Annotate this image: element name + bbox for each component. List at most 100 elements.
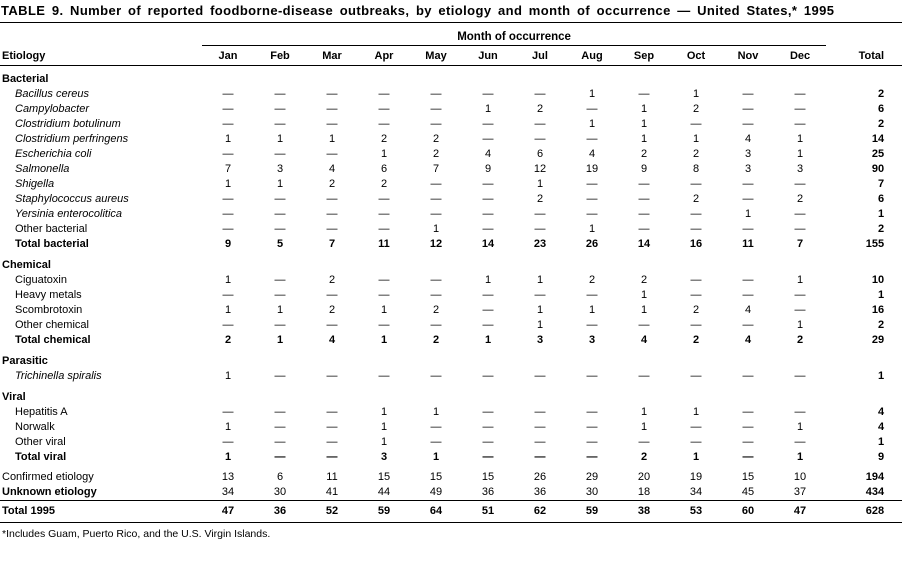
value-jul: 3 bbox=[536, 334, 544, 346]
value-total: 2 bbox=[877, 88, 885, 100]
value-mar: 41 bbox=[325, 486, 339, 498]
value-dec: 3 bbox=[796, 163, 804, 175]
row-staphylococcus-aureus: Staphylococcus aureus — — — — — — 2 — — 2 — 2 6 bbox=[0, 192, 902, 207]
value-may: 2 bbox=[432, 334, 440, 346]
value-jun: — bbox=[482, 133, 494, 145]
value-feb: — bbox=[274, 319, 286, 331]
value-jan: — bbox=[222, 88, 234, 100]
row-ciguatoxin: Ciguatoxin 1 — 2 — — 1 1 2 2 — — 1 10 bbox=[0, 273, 902, 288]
value-nov: — bbox=[742, 274, 754, 286]
value-feb: 6 bbox=[276, 471, 284, 483]
etiology-label: Confirmed etiology bbox=[2, 471, 94, 483]
value-dec: — bbox=[794, 289, 806, 301]
value-may: 1 bbox=[432, 406, 440, 418]
row-campylobacter: Campylobacter — — — — — 1 2 — 1 2 — — 6 bbox=[0, 102, 902, 117]
value-jan: — bbox=[222, 223, 234, 235]
value-sep: 14 bbox=[637, 238, 651, 250]
section-label: Viral bbox=[2, 391, 26, 403]
value-jan: — bbox=[222, 118, 234, 130]
value-jan: — bbox=[222, 193, 234, 205]
value-jan: 1 bbox=[224, 421, 232, 433]
value-sep: 1 bbox=[640, 289, 648, 301]
value-apr: 59 bbox=[358, 500, 410, 523]
value-mar: — bbox=[326, 88, 338, 100]
value-sep: — bbox=[638, 370, 650, 382]
value-oct: — bbox=[690, 436, 702, 448]
etiology-header: Etiology bbox=[0, 45, 202, 66]
value-jun: — bbox=[482, 436, 494, 448]
value-dec: — bbox=[794, 223, 806, 235]
value-sep: 2 bbox=[640, 274, 648, 286]
value-aug: — bbox=[586, 370, 598, 382]
total-header: Total bbox=[826, 45, 902, 66]
value-feb: 5 bbox=[276, 238, 284, 250]
month-header-mar: Mar bbox=[306, 45, 358, 66]
value-aug: — bbox=[586, 133, 598, 145]
value-jan: 1 bbox=[224, 274, 232, 286]
value-may: — bbox=[430, 208, 442, 220]
etiology-label: Yersinia enterocolitica bbox=[15, 208, 123, 220]
value-feb: — bbox=[274, 208, 286, 220]
value-oct: — bbox=[690, 370, 702, 382]
value-nov: — bbox=[742, 88, 754, 100]
value-aug: 1 bbox=[588, 118, 596, 130]
value-may: 2 bbox=[432, 304, 440, 316]
value-oct: 1 bbox=[692, 133, 700, 145]
value-jun: — bbox=[482, 304, 494, 316]
value-jun: 9 bbox=[484, 163, 492, 175]
row-confirmed-etiology: Confirmed etiology 13 6 11 15 15 15 26 29 20 19 15 1… bbox=[0, 465, 902, 485]
etiology-label: Heavy metals bbox=[15, 289, 82, 301]
value-mar: — bbox=[326, 406, 338, 418]
value-jul: 12 bbox=[533, 163, 547, 175]
etiology-label: Bacillus cereus bbox=[15, 88, 89, 100]
section-chemical: Chemical bbox=[0, 252, 902, 273]
value-oct: 2 bbox=[692, 148, 700, 160]
value-aug: 1 bbox=[588, 88, 596, 100]
value-oct: — bbox=[690, 421, 702, 433]
value-dec: — bbox=[794, 208, 806, 220]
value-jan: 1 bbox=[224, 178, 232, 190]
value-mar: — bbox=[326, 289, 338, 301]
value-mar: 4 bbox=[328, 334, 336, 346]
etiology-label: Total 1995 bbox=[0, 500, 202, 523]
value-apr: — bbox=[378, 103, 390, 115]
etiology-label: Scombrotoxin bbox=[15, 304, 83, 316]
value-jan: — bbox=[222, 289, 234, 301]
value-feb: — bbox=[274, 118, 286, 130]
value-jun: — bbox=[482, 118, 494, 130]
value-jun: 14 bbox=[481, 238, 495, 250]
value-sep: — bbox=[638, 436, 650, 448]
value-mar: 4 bbox=[328, 163, 336, 175]
value-dec: — bbox=[794, 103, 806, 115]
value-mar: — bbox=[326, 319, 338, 331]
value-nov: — bbox=[742, 436, 754, 448]
value-jun: 36 bbox=[481, 486, 495, 498]
value-nov: 11 bbox=[742, 238, 754, 250]
value-mar: — bbox=[326, 103, 338, 115]
value-oct: — bbox=[690, 223, 702, 235]
value-feb: — bbox=[274, 103, 286, 115]
value-feb: 1 bbox=[276, 178, 284, 190]
value-jan: 2 bbox=[224, 334, 232, 346]
value-jan: — bbox=[222, 103, 234, 115]
row-other-chemical: Other chemical — — — — — — 1 — — — — 1 2 bbox=[0, 318, 902, 333]
value-total: 10 bbox=[871, 274, 885, 286]
etiology-label: Norwalk bbox=[15, 421, 55, 433]
value-sep: 20 bbox=[637, 471, 651, 483]
value-aug: — bbox=[586, 421, 598, 433]
row-escherichia-coli: Escherichia coli — — — 1 2 4 6 4 2 2 3 1 25 bbox=[0, 147, 902, 162]
value-nov: 4 bbox=[744, 304, 752, 316]
value-jun: 4 bbox=[484, 148, 492, 160]
value-oct: — bbox=[690, 118, 702, 130]
value-jul: 2 bbox=[536, 103, 544, 115]
value-jul: — bbox=[534, 289, 546, 301]
value-dec: 1 bbox=[796, 148, 804, 160]
etiology-label: Trichinella spiralis bbox=[15, 370, 102, 382]
value-aug: — bbox=[586, 178, 598, 190]
value-jul: — bbox=[534, 118, 546, 130]
value-nov: 60 bbox=[722, 500, 774, 523]
value-jan: 1 bbox=[224, 304, 232, 316]
value-jun: — bbox=[482, 193, 494, 205]
value-may: 1 bbox=[432, 223, 440, 235]
row-yersinia-enterocolitica: Yersinia enterocolitica — — — — — — — — — — 1 — 1 bbox=[0, 207, 902, 222]
